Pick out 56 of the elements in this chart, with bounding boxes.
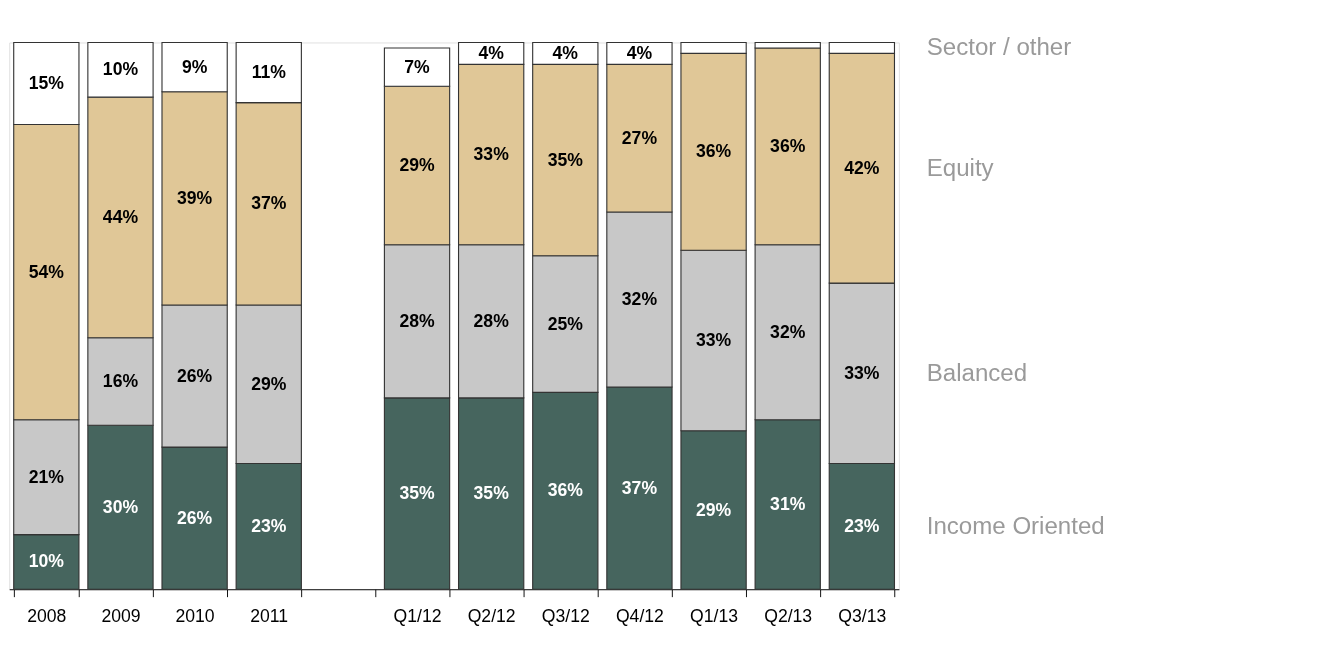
data-label: 37% <box>251 193 287 214</box>
data-label: 44% <box>102 207 139 228</box>
x-tick-label: Q4/12 <box>615 606 664 627</box>
data-label: 7% <box>404 56 431 77</box>
data-label: 36% <box>770 135 806 156</box>
data-label: 4% <box>478 42 505 63</box>
series-label: Sector / other <box>926 33 1072 61</box>
series-label: Equity <box>926 153 994 181</box>
data-label: 36% <box>547 480 584 501</box>
data-label: 11% <box>251 62 287 83</box>
x-tick-label: 2010 <box>175 606 215 627</box>
data-label: 29% <box>251 373 287 394</box>
data-label: 28% <box>473 310 510 331</box>
x-tick-label: Q2/12 <box>467 606 516 627</box>
data-label: 33% <box>695 330 732 351</box>
data-label: 42% <box>844 157 880 178</box>
data-label: 32% <box>770 321 806 342</box>
x-tick-label: 2011 <box>250 606 289 627</box>
data-label: 21% <box>28 466 65 487</box>
data-label: 29% <box>695 499 732 520</box>
data-label: 4% <box>552 42 579 63</box>
data-label: 35% <box>473 483 510 504</box>
data-label: 27% <box>621 127 658 148</box>
x-tick-label: 2009 <box>101 606 141 627</box>
data-label: 15% <box>28 73 65 94</box>
data-label: 23% <box>251 515 287 536</box>
x-tick-label: Q3/13 <box>838 606 887 627</box>
data-label: 33% <box>473 144 510 165</box>
data-label: 31% <box>770 494 806 515</box>
data-label: 23% <box>844 515 880 536</box>
x-tick-label: 2008 <box>27 606 67 627</box>
x-tick-label: Q1/12 <box>393 606 442 627</box>
data-label: 25% <box>547 313 584 334</box>
data-label: 4% <box>626 42 653 63</box>
data-label: 26% <box>177 365 213 386</box>
data-label: 33% <box>844 362 880 383</box>
series-label: Income Oriented <box>926 511 1105 539</box>
data-label: 39% <box>177 187 213 208</box>
data-label: 9% <box>181 56 208 77</box>
data-label: 16% <box>102 371 139 392</box>
series-label: Balanced <box>926 358 1028 386</box>
data-label: 36% <box>695 141 732 162</box>
data-label: 54% <box>28 261 65 282</box>
data-label: 29% <box>399 155 435 176</box>
data-label: 37% <box>621 477 658 498</box>
data-label: 10% <box>28 551 65 572</box>
data-label: 10% <box>102 59 139 80</box>
x-tick-label: Q3/12 <box>541 606 590 627</box>
data-label: 35% <box>399 483 435 504</box>
x-tick-label: Q2/13 <box>764 606 813 627</box>
data-label: 32% <box>621 289 658 310</box>
data-label: 30% <box>102 496 139 517</box>
x-tick-label: Q1/13 <box>690 606 739 627</box>
data-label: 35% <box>547 149 584 170</box>
data-label: 26% <box>177 507 213 528</box>
data-label: 28% <box>399 310 435 331</box>
